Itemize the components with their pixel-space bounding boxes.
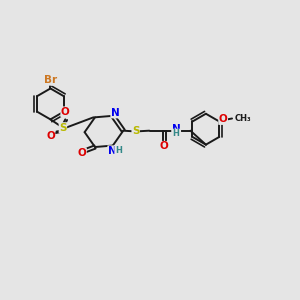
Text: CH₃: CH₃ [235,114,252,123]
Text: O: O [61,107,70,117]
Text: N: N [108,146,117,156]
Text: O: O [46,131,55,141]
Text: O: O [219,114,227,124]
Text: Br: Br [44,75,57,85]
Text: H: H [173,129,180,138]
Text: S: S [59,123,67,133]
Text: N: N [172,124,181,134]
Text: O: O [78,148,86,158]
Text: N: N [111,108,120,118]
Text: S: S [132,126,140,136]
Text: O: O [160,141,169,152]
Text: H: H [115,146,122,155]
